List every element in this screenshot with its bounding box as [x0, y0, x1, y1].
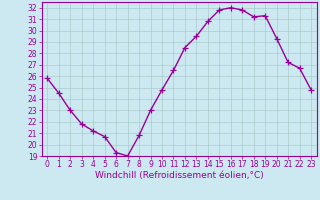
- X-axis label: Windchill (Refroidissement éolien,°C): Windchill (Refroidissement éolien,°C): [95, 171, 264, 180]
